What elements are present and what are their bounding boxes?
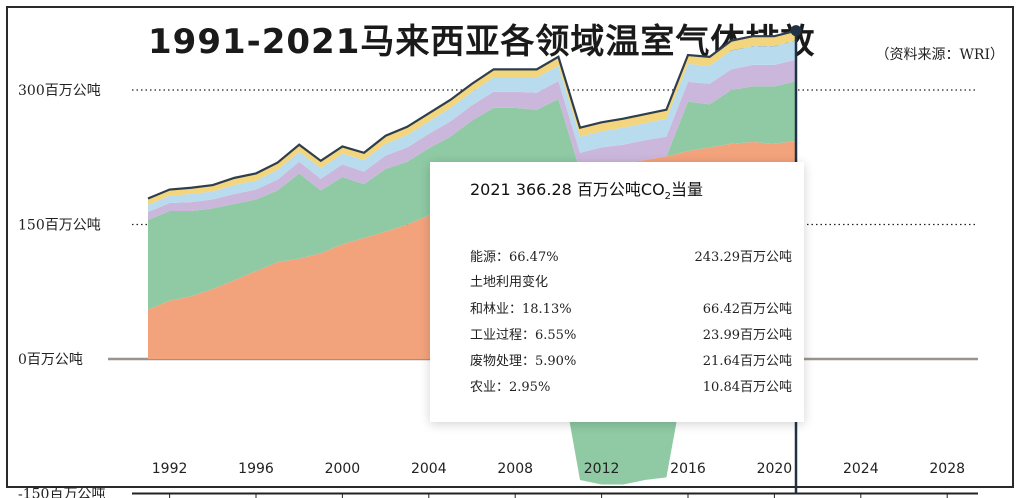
y-tick-label: -150百万公吨 xyxy=(18,487,105,498)
x-tick-label: 2008 xyxy=(497,461,533,477)
area-waste xyxy=(148,40,796,212)
hover-tooltip: 2021 366.28 百万公吨CO2当量 能源：66.47% 243.29百万… xyxy=(430,162,804,422)
tooltip-label: 废物处理：5.90% xyxy=(470,354,577,369)
tooltip-row-industry: 工业过程：6.55% 23.99百万公吨 xyxy=(470,324,792,344)
tooltip-value: 10.84百万公吨 xyxy=(702,380,792,395)
x-tick-label: 2000 xyxy=(325,461,361,477)
tooltip-row-energy: 能源：66.47% 243.29百万公吨 xyxy=(470,246,792,266)
y-tick-label: 300百万公吨 xyxy=(18,83,101,99)
tooltip-unit-suffix: 当量 xyxy=(671,180,704,199)
x-tick-label: 2020 xyxy=(757,461,793,477)
tooltip-label: 和林业：18.13% xyxy=(470,302,572,317)
tooltip-row-land-use-a: 土地利用变化 xyxy=(470,271,792,291)
x-tick-label: 1992 xyxy=(152,461,188,477)
x-tick-label: 1996 xyxy=(238,461,274,477)
tooltip-value: 66.42百万公吨 xyxy=(702,302,792,317)
y-tick-label: 0百万公吨 xyxy=(18,352,83,368)
tooltip-unit: 百万公吨CO xyxy=(576,180,665,199)
x-tick-label: 2012 xyxy=(584,461,620,477)
source-note: （资料来源：WRI） xyxy=(875,47,1004,63)
hover-marker-dot xyxy=(790,25,802,37)
total-outline xyxy=(147,29,797,200)
x-tick-label: 2016 xyxy=(670,461,706,477)
tooltip-row-land-use-b: 和林业：18.13% 66.42百万公吨 xyxy=(470,298,792,318)
tooltip-unit-subscript: 2 xyxy=(664,191,672,203)
tooltip-label: 农业：2.95% xyxy=(470,380,551,395)
x-tick-label: 2024 xyxy=(843,461,879,477)
y-tick-label: 150百万公吨 xyxy=(18,218,101,234)
tooltip-header: 2021 366.28 百万公吨CO2当量 xyxy=(470,176,703,202)
tooltip-value: 243.29百万公吨 xyxy=(694,250,793,265)
x-tick-label: 2004 xyxy=(411,461,447,477)
tooltip-label: 土地利用变化 xyxy=(470,275,549,290)
x-tick-label: 2028 xyxy=(929,461,965,477)
tooltip-label: 工业过程：6.55% xyxy=(470,328,577,343)
area-agriculture xyxy=(148,30,796,205)
area-industry xyxy=(148,59,796,221)
tooltip-year: 2021 xyxy=(470,180,511,199)
tooltip-value: 23.99百万公吨 xyxy=(702,328,792,343)
tooltip-label: 能源：66.47% xyxy=(470,250,559,265)
tooltip-value: 21.64百万公吨 xyxy=(702,354,792,369)
tooltip-row-agriculture: 农业：2.95% 10.84百万公吨 xyxy=(470,376,792,396)
tooltip-total: 366.28 xyxy=(515,180,572,199)
tooltip-row-waste: 废物处理：5.90% 21.64百万公吨 xyxy=(470,350,792,370)
